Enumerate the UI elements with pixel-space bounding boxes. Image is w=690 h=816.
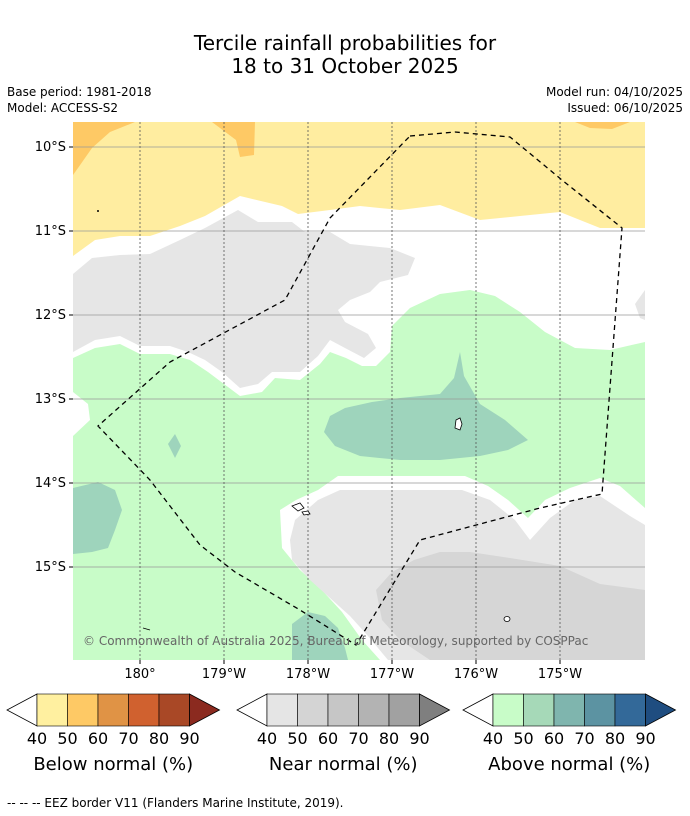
colorbar-over-triangle (189, 693, 221, 727)
lon-label: 178°W (286, 667, 330, 682)
colorbar-tick-label: 80 (605, 729, 625, 748)
island-outline (142, 627, 151, 631)
colorbar-tick-label: 70 (118, 729, 138, 748)
lon-label: 176°W (454, 667, 498, 682)
lat-label: 13°S (35, 392, 66, 407)
colorbar-segment (358, 693, 390, 727)
below-normal-50-patch (575, 122, 630, 129)
colorbar-segment (614, 693, 646, 727)
lon-label: 177°W (370, 667, 414, 682)
colorbar-title: Near normal (%) (269, 754, 418, 775)
colorbar-under-triangle (6, 693, 38, 727)
longitude-gridlines (139, 122, 561, 660)
lat-label: 14°S (35, 476, 66, 491)
map-attribution: © Commonwealth of Australia 2025, Bureau… (83, 634, 588, 648)
map-panel: © Commonwealth of Australia 2025, Bureau… (73, 122, 645, 660)
colorbar-segment (297, 693, 329, 727)
colorbar-below-normal: 40 50 60 70 80 90 Below normal (%) (6, 693, 221, 775)
map-title-line1: Tercile rainfall probabilities for (193, 31, 497, 55)
near-normal-50-patch (376, 552, 645, 660)
latitude-gridlines (73, 146, 645, 568)
colorbar-legends: 40 50 60 70 80 90 Below normal (%) 40 50 60 70 80 90… (6, 693, 677, 775)
colorbar-tick-label: 80 (379, 729, 399, 748)
above-normal-50-patch (73, 482, 122, 554)
colorbar-segment (158, 693, 190, 727)
colorbar-title: Below normal (%) (33, 754, 193, 775)
colorbar-tick-label: 90 (635, 729, 655, 748)
colorbar-tick-label: 90 (179, 729, 199, 748)
island-outline (454, 417, 463, 431)
colorbar-tick-label: 40 (257, 729, 277, 748)
above-normal-edge (73, 392, 90, 436)
latitude-axis: 10°S 11°S 12°S 13°S 14°S 15°S (35, 140, 73, 575)
above-normal-50-patch (324, 352, 528, 460)
colorbar-segment (266, 693, 298, 727)
base-period: Base period: 1981-2018 (7, 85, 152, 99)
lat-label: 11°S (35, 224, 66, 239)
eez-footnote: -- -- -- EEZ border V11 (Flanders Marine… (7, 796, 344, 810)
lat-label: 12°S (35, 308, 66, 323)
island-outline (291, 502, 305, 512)
issued-date: Issued: 06/10/2025 (567, 101, 683, 115)
lon-label: 175°W (538, 667, 582, 682)
colorbar-tick-label: 50 (513, 729, 533, 748)
colorbar-tick-label: 70 (574, 729, 594, 748)
colorbar-tick-label: 60 (88, 729, 108, 748)
colorbar-segment (327, 693, 359, 727)
colorbar-segment (523, 693, 555, 727)
colorbar-segment (36, 693, 68, 727)
colorbar-tick-label: 40 (483, 729, 503, 748)
island-outline (503, 616, 511, 622)
colorbar-tick-label: 70 (348, 729, 368, 748)
colorbar-segment (67, 693, 99, 727)
above-normal-50-patch (292, 612, 348, 660)
below-normal-50-patch (73, 122, 135, 175)
island-outline (97, 210, 99, 212)
eez-border (97, 131, 623, 646)
colorbar-under-triangle (462, 693, 494, 727)
above-normal-region (73, 290, 645, 660)
near-normal-patch (635, 290, 645, 320)
colorbar-tick-label: 80 (149, 729, 169, 748)
model-run: Model run: 04/10/2025 (545, 85, 683, 99)
colorbar-tick-label: 60 (544, 729, 564, 748)
colorbar-segment (492, 693, 524, 727)
colorbar-under-triangle (236, 693, 268, 727)
island-outline (301, 510, 311, 516)
near-normal-region (73, 210, 415, 388)
colorbar-segment (388, 693, 420, 727)
model-name: Model: ACCESS-S2 (7, 101, 119, 115)
map-title-line2: 18 to 31 October 2025 (231, 54, 459, 78)
colorbar-tick-label: 40 (27, 729, 47, 748)
colorbar-tick-label: 50 (287, 729, 307, 748)
below-normal-region (73, 122, 645, 256)
colorbar-above-normal: 40 50 60 70 80 90 Above normal (%) (462, 693, 677, 775)
longitude-axis: 180° 179°W 178°W 177°W 176°W 175°W (124, 660, 582, 682)
colorbar-segment (584, 693, 616, 727)
colorbar-over-triangle (645, 693, 677, 727)
lat-label: 15°S (35, 560, 66, 575)
colorbar-tick-label: 90 (409, 729, 429, 748)
lon-label: 179°W (202, 667, 246, 682)
colorbar-tick-label: 50 (57, 729, 77, 748)
above-normal-50-patch (168, 434, 181, 458)
colorbar-over-triangle (419, 693, 451, 727)
colorbar-near-normal: 40 50 60 70 80 90 Near normal (%) (236, 693, 451, 775)
colorbar-segment (553, 693, 585, 727)
lon-label: 180° (124, 667, 155, 682)
colorbar-segment (128, 693, 160, 727)
below-normal-50-patch (212, 122, 255, 157)
colorbar-segment (97, 693, 129, 727)
colorbar-title: Above normal (%) (488, 754, 650, 775)
lat-label: 10°S (35, 140, 66, 155)
colorbar-tick-label: 60 (318, 729, 338, 748)
